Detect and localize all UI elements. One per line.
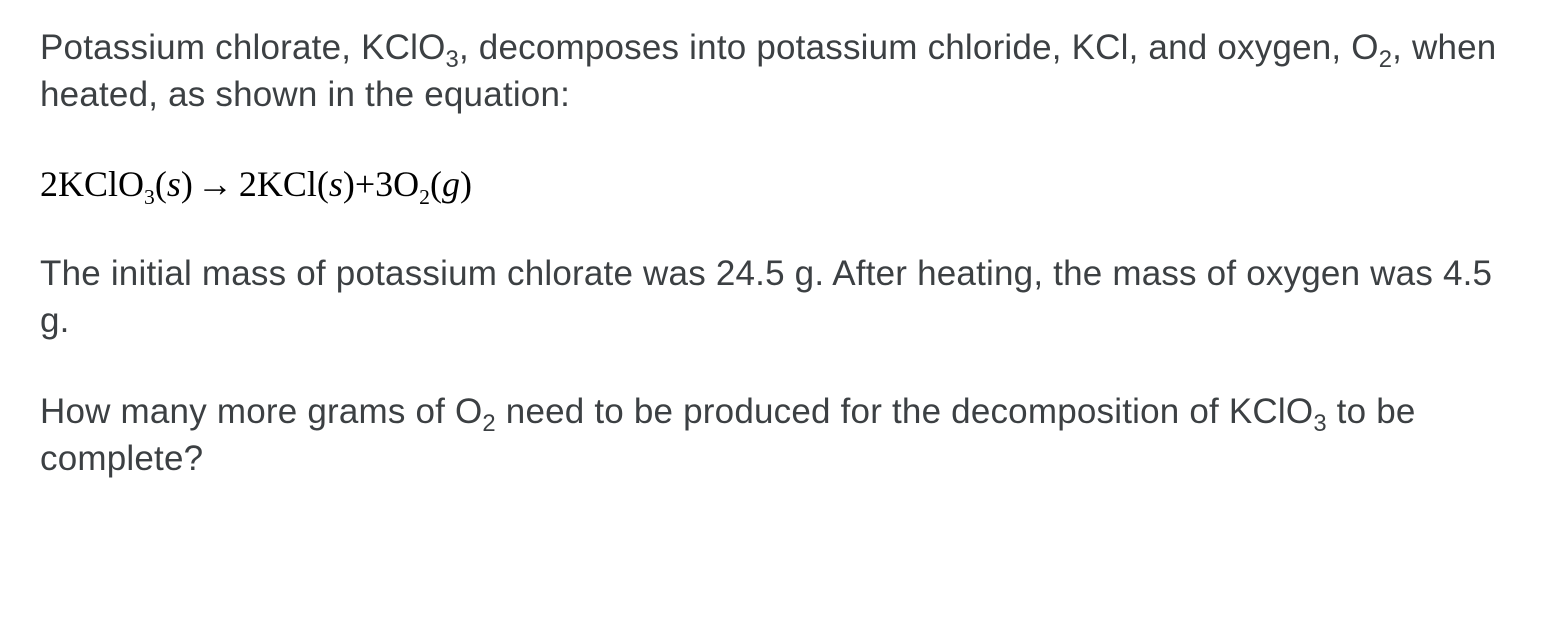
eq-rhs1-state-open: ( [317,164,329,204]
intro-sub2: 2 [1379,46,1392,73]
eq-lhs-coeff: 2 [40,164,58,204]
eq-rhs2-state-close: ) [460,164,472,204]
eq-rhs2-coeff: 3 [375,164,393,204]
eq-rhs1-coeff: 2 [239,164,257,204]
eq-lhs-state-close: ) [181,164,193,204]
intro-sub1: 3 [446,46,459,73]
intro-text-seg1: Potassium chlorate, KClO [40,28,446,67]
question-paragraph: How many more grams of O2 need to be pro… [40,388,1520,483]
eq-rhs1-state: s [329,164,343,204]
question-seg1: How many more grams of O [40,392,482,431]
chemical-equation: 2KClO3(s)→2KCl(s)+3O2(g) [40,163,1520,206]
eq-lhs-formula: KClO [58,164,144,204]
eq-lhs-sub: 3 [144,185,155,209]
eq-lhs-state-open: ( [155,164,167,204]
eq-arrow: → [193,163,239,206]
eq-rhs2-state: g [442,164,460,204]
eq-rhs1-formula: KCl [257,164,317,204]
eq-rhs2-formula: O [393,164,419,204]
eq-lhs-state: s [167,164,181,204]
question-seg2: need to be produced for the decompositio… [496,392,1313,431]
question-sub2: 3 [1313,410,1326,437]
data-text: The initial mass of potassium chlorate w… [40,254,1492,340]
eq-rhs2-state-open: ( [430,164,442,204]
question-sub1: 2 [482,410,495,437]
intro-paragraph: Potassium chlorate, KClO3, decomposes in… [40,24,1520,119]
eq-rhs1-state-close: ) [343,164,355,204]
eq-rhs2-sub: 2 [419,185,430,209]
eq-plus: + [355,164,375,204]
intro-text-seg2: , decomposes into potassium chloride, KC… [459,28,1379,67]
data-paragraph: The initial mass of potassium chlorate w… [40,250,1520,345]
